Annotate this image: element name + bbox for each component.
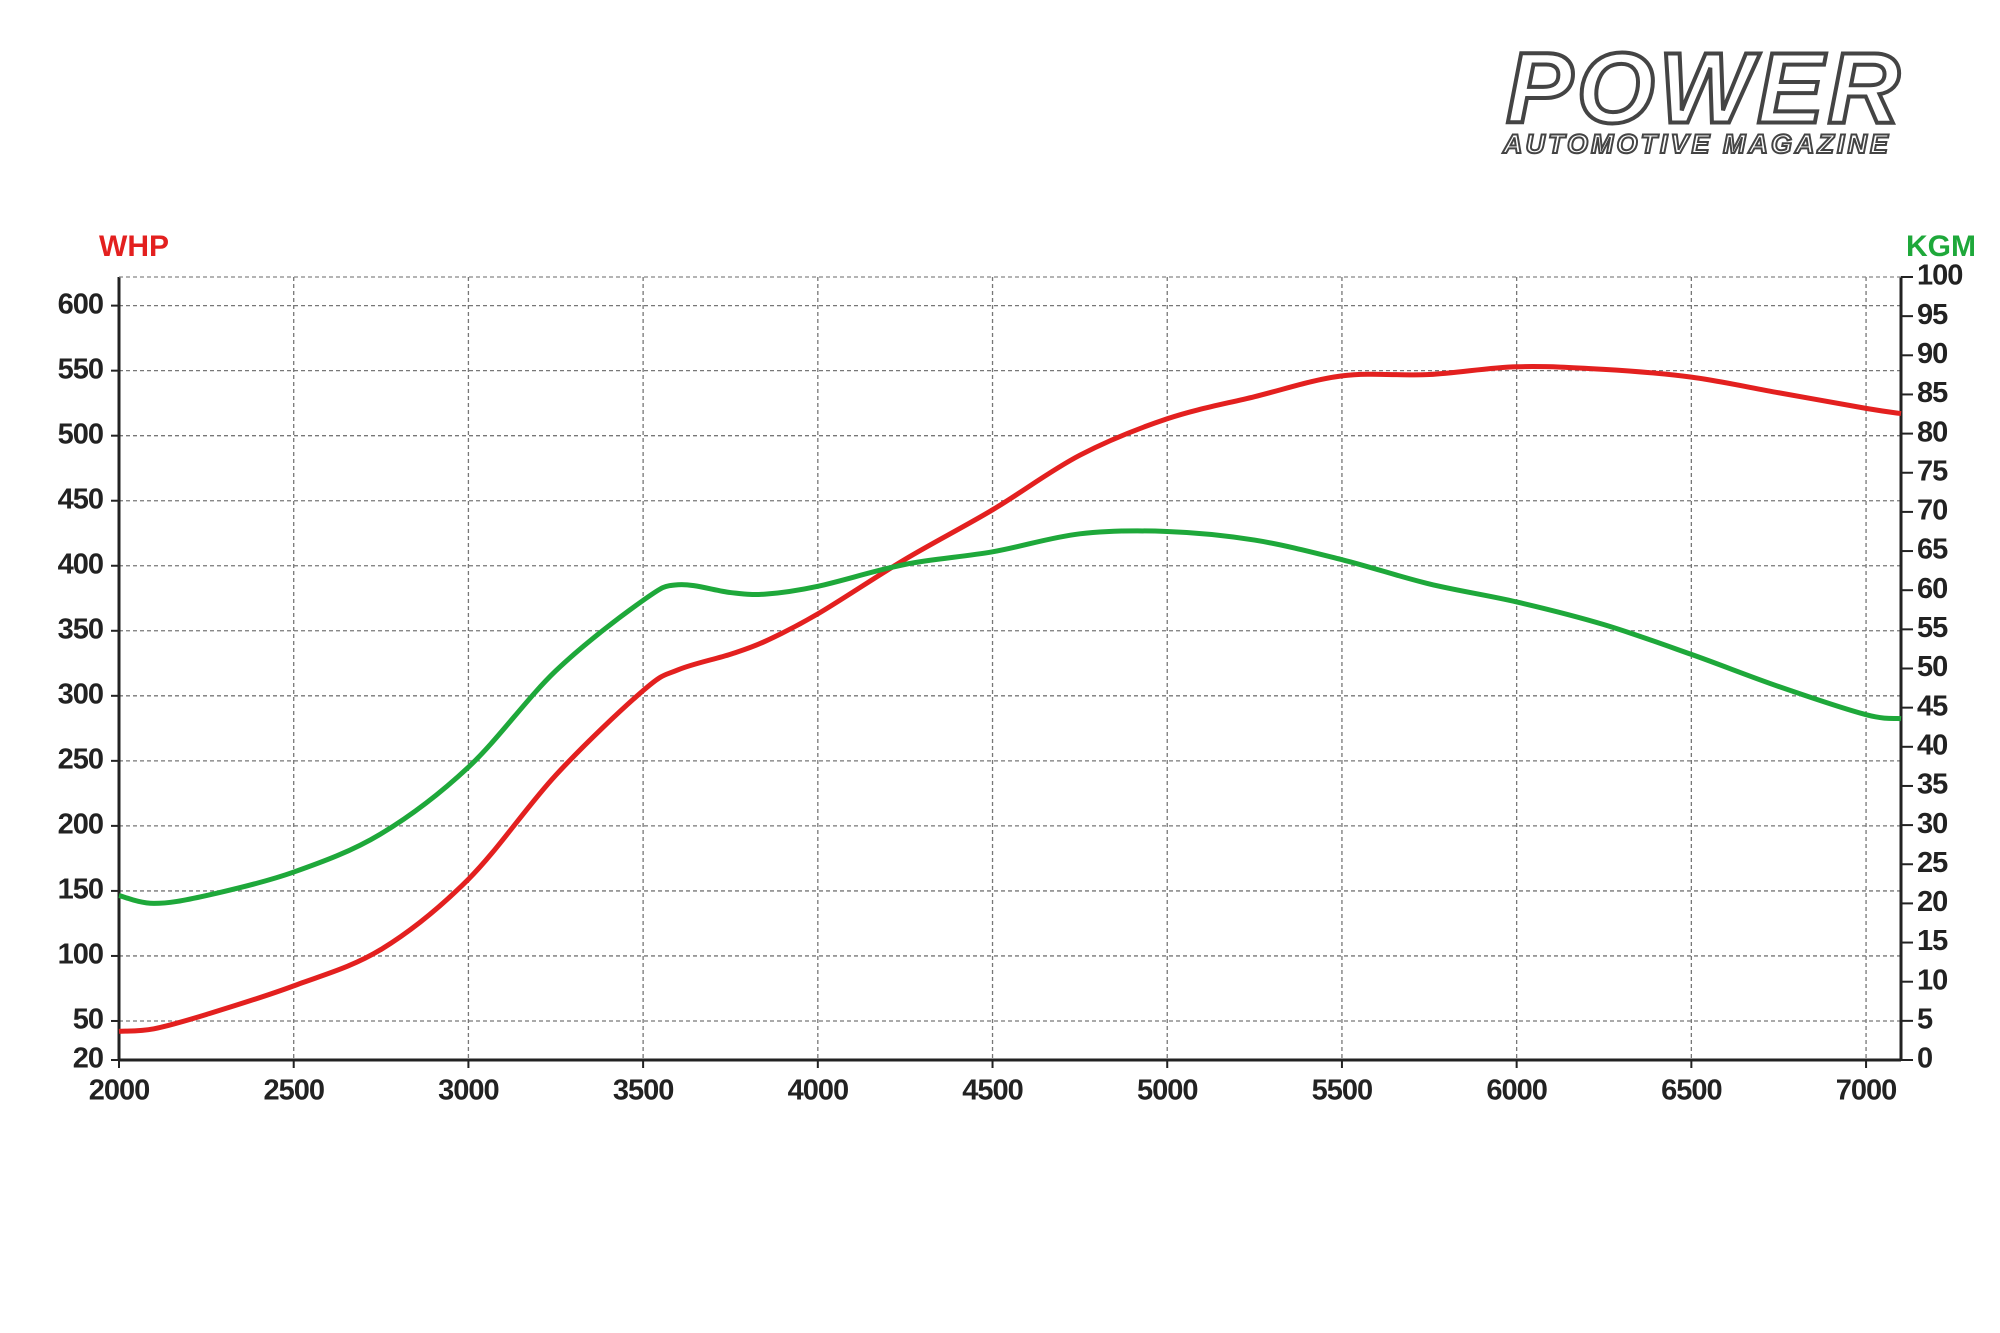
logo-title: POWER <box>1506 32 1904 144</box>
x-tick-label: 3500 <box>613 1075 674 1107</box>
y2-tick-label: 65 <box>1917 534 1948 566</box>
y2-tick-label: 0 <box>1917 1043 1932 1075</box>
y2-tick-label: 55 <box>1917 612 1948 644</box>
y-tick-label: 200 <box>58 809 103 841</box>
y-tick-label: 400 <box>58 548 103 580</box>
y2-tick-label: 60 <box>1917 573 1947 605</box>
y2-tick-label: 15 <box>1917 925 1948 957</box>
x-tick-label: 6500 <box>1661 1075 1722 1107</box>
y-axis-title: WHP <box>99 230 169 263</box>
y2-tick-label: 45 <box>1917 690 1948 722</box>
x-tick-label: 2000 <box>89 1075 150 1107</box>
y-tick-label: 50 <box>73 1004 103 1036</box>
y-tick-label: 350 <box>58 613 103 645</box>
y2-tick-label: 30 <box>1917 808 1947 840</box>
y-tick-label: 450 <box>58 483 103 515</box>
logo: POWER AUTOMOTIVE MAGAZINE <box>1501 30 1904 160</box>
y2-axis-title: KGM <box>1906 230 1976 263</box>
y2-tick-label: 50 <box>1917 651 1947 683</box>
y2-tick-label: 35 <box>1917 769 1948 801</box>
y-tick-label: 150 <box>58 874 103 906</box>
y-tick-label: 100 <box>58 939 103 971</box>
x-tick-label: 5000 <box>1137 1075 1198 1107</box>
x-tick-label: 7000 <box>1836 1075 1897 1107</box>
x-tick-label: 2500 <box>263 1075 324 1107</box>
y-tick-label: 300 <box>58 678 103 710</box>
y-tick-label: 20 <box>73 1043 103 1075</box>
x-tick-label: 3000 <box>438 1075 499 1107</box>
line-series <box>118 528 1902 906</box>
y2-tick-label: 80 <box>1917 416 1947 448</box>
x-tick-label: 4500 <box>962 1075 1023 1107</box>
x-tick-label: 4000 <box>788 1075 849 1107</box>
y-tick-label: 250 <box>58 744 103 776</box>
y2-tick-label: 20 <box>1917 886 1947 918</box>
y2-tick-label: 90 <box>1917 338 1947 370</box>
y2-tick-label: 70 <box>1917 495 1947 527</box>
y2-tick-label: 40 <box>1917 729 1947 761</box>
y-tick-label: 550 <box>58 353 103 385</box>
y2-tick-label: 75 <box>1917 455 1948 487</box>
y2-tick-label: 95 <box>1917 299 1948 331</box>
y2-tick-label: 100 <box>1917 260 1962 292</box>
y2-tick-label: 10 <box>1917 964 1947 996</box>
y2-tick-label: 25 <box>1917 847 1948 879</box>
y2-tick-label: 85 <box>1917 377 1948 409</box>
line-series <box>118 364 1902 1034</box>
y-tick-label: 500 <box>58 418 103 450</box>
x-tick-label: 5500 <box>1312 1075 1373 1107</box>
logo-subtitle: AUTOMOTIVE MAGAZINE <box>1502 129 1891 159</box>
x-tick-label: 6000 <box>1486 1075 1547 1107</box>
y2-tick-label: 5 <box>1917 1004 1933 1036</box>
y-tick-label: 600 <box>58 288 103 320</box>
